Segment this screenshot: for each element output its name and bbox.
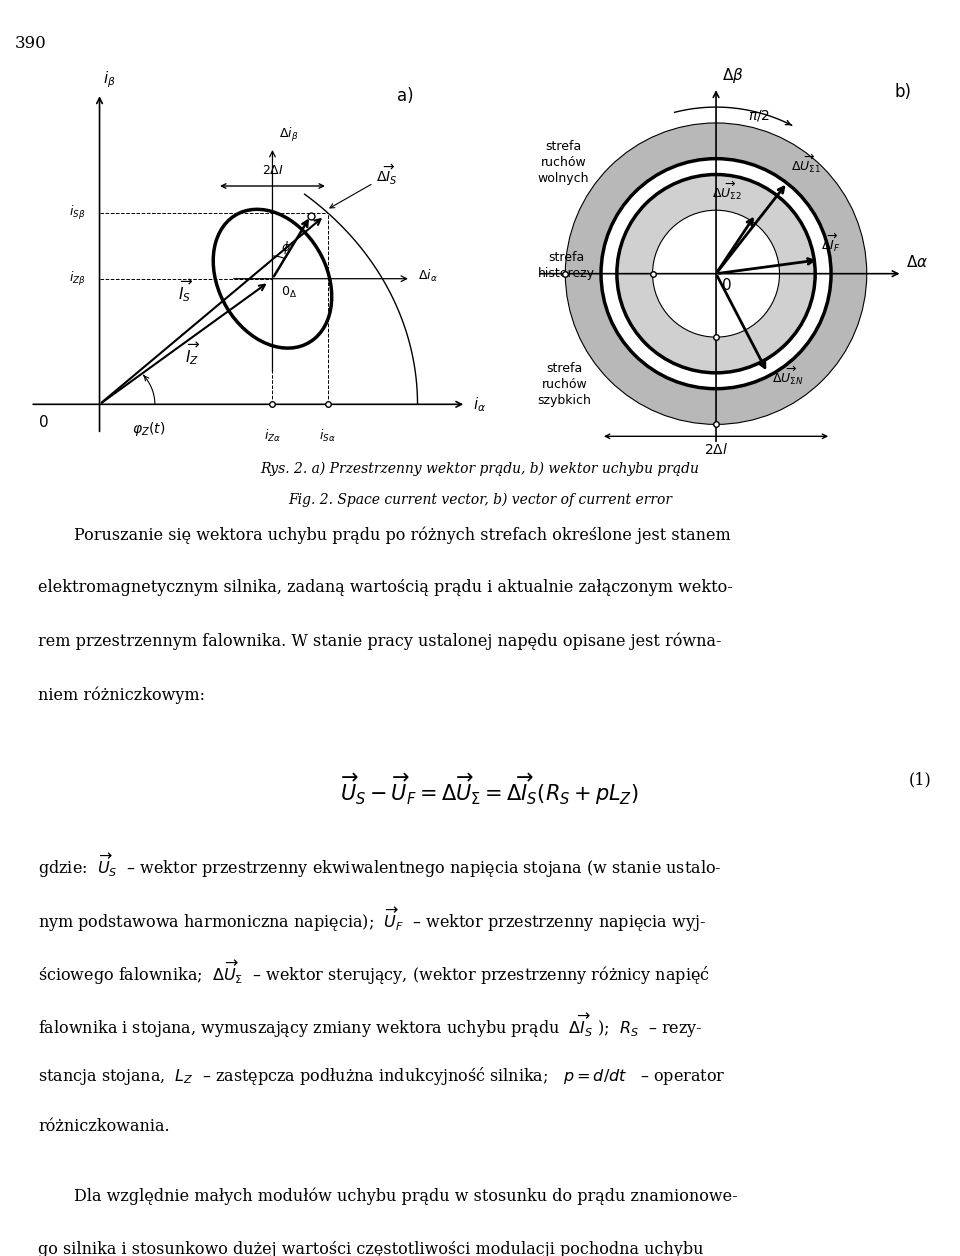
Text: $i_\beta$: $i_\beta$	[103, 70, 115, 90]
Text: różniczkowania.: różniczkowania.	[38, 1118, 170, 1135]
Text: $i_{Z\beta}$: $i_{Z\beta}$	[69, 270, 85, 288]
Text: Rys. 2. a) Przestrzenny wektor prądu, b) wektor uchybu prądu: Rys. 2. a) Przestrzenny wektor prądu, b)…	[260, 462, 700, 476]
Text: $\overrightarrow{\Delta U_{\Sigma 2}}$: $\overrightarrow{\Delta U_{\Sigma 2}}$	[712, 180, 742, 202]
Circle shape	[617, 175, 815, 373]
Text: niem różniczkowym:: niem różniczkowym:	[38, 686, 205, 703]
Text: Fig. 2. Space current vector, b) vector of current error: Fig. 2. Space current vector, b) vector …	[288, 492, 672, 507]
Text: nym podstawowa harmoniczna napięcia);  $\overrightarrow{U}_F$  – wektor przestrz: nym podstawowa harmoniczna napięcia); $\…	[38, 904, 707, 933]
Text: $\overrightarrow{\Delta U_{\Sigma 1}}$: $\overrightarrow{\Delta U_{\Sigma 1}}$	[791, 152, 822, 175]
Text: $\Delta i_\alpha$: $\Delta i_\alpha$	[418, 268, 438, 284]
Text: $\overrightarrow{I_Z}$: $\overrightarrow{I_Z}$	[185, 340, 201, 367]
Text: 390: 390	[14, 35, 46, 53]
Text: $\overrightarrow{\Delta I_S}$: $\overrightarrow{\Delta I_S}$	[330, 163, 397, 208]
Text: a): a)	[397, 88, 414, 106]
Circle shape	[565, 123, 867, 425]
Text: Dla względnie małych modułów uchybu prądu w stosunku do prądu znamionowe-: Dla względnie małych modułów uchybu prąd…	[75, 1188, 738, 1206]
Text: stancja stojana,  $L_Z$  – zastępcza podłużna indukcyjność silnika;   $p = d/dt$: stancja stojana, $L_Z$ – zastępcza podłu…	[38, 1065, 726, 1086]
Text: $0_\Delta$: $0_\Delta$	[280, 285, 297, 300]
Text: go silnika i stosunkowo dużej wartości częstotliwości modulacji pochodna uchybu: go silnika i stosunkowo dużej wartości c…	[38, 1241, 704, 1256]
Text: $\overrightarrow{I_S}$: $\overrightarrow{I_S}$	[179, 278, 194, 304]
Text: falownika i stojana, wymuszający zmiany wektora uchybu prądu  $\Delta\overrighta: falownika i stojana, wymuszający zmiany …	[38, 1011, 703, 1040]
Circle shape	[653, 210, 780, 337]
Text: $2\Delta l$: $2\Delta l$	[704, 442, 728, 457]
Text: rem przestrzennym falownika. W stanie pracy ustalonej napędu opisane jest równa-: rem przestrzennym falownika. W stanie pr…	[38, 633, 722, 651]
Text: b): b)	[895, 83, 911, 102]
Text: strefa
ruchów
szybkich: strefa ruchów szybkich	[538, 362, 591, 407]
Text: strefa
histerezy: strefa histerezy	[538, 251, 594, 280]
Text: $i_{S\beta}$: $i_{S\beta}$	[69, 203, 85, 222]
Text: $\overrightarrow{\Delta I_F}$: $\overrightarrow{\Delta I_F}$	[821, 231, 841, 254]
Text: strefa
ruchów
wolnych: strefa ruchów wolnych	[538, 141, 589, 185]
Text: $i_\alpha$: $i_\alpha$	[473, 394, 486, 413]
Circle shape	[601, 158, 831, 388]
Text: $\pi/2$: $\pi/2$	[748, 108, 770, 123]
Text: Poruszanie się wektora uchybu prądu po różnych strefach określone jest stanem: Poruszanie się wektora uchybu prądu po r…	[75, 526, 732, 544]
Text: (1): (1)	[909, 771, 932, 789]
Text: 0: 0	[722, 278, 732, 293]
Text: 0: 0	[39, 414, 49, 430]
Text: $\Delta\alpha$: $\Delta\alpha$	[906, 254, 928, 270]
Text: $\Delta\beta$: $\Delta\beta$	[722, 67, 744, 85]
Text: $\varphi_Z(t)$: $\varphi_Z(t)$	[132, 420, 165, 437]
Text: $\phi$: $\phi$	[280, 239, 291, 256]
Text: $\overrightarrow{U}_S - \overrightarrow{U}_F = \Delta\overrightarrow{U}_{\Sigma}: $\overrightarrow{U}_S - \overrightarrow{…	[340, 771, 639, 808]
Text: ściowego falownika;  $\Delta\overrightarrow{U}_{\Sigma}$  – wektor sterujący, (w: ściowego falownika; $\Delta\overrightarr…	[38, 958, 710, 987]
Text: $\Delta i_\beta$: $\Delta i_\beta$	[279, 126, 299, 144]
Text: gdzie:  $\overrightarrow{U}_S$  – wektor przestrzenny ekwiwalentnego napięcia st: gdzie: $\overrightarrow{U}_S$ – wektor p…	[38, 852, 722, 880]
Text: $\overrightarrow{\Delta U_{\Sigma N}}$: $\overrightarrow{\Delta U_{\Sigma N}}$	[772, 365, 804, 387]
Text: $i_{Z\alpha}$: $i_{Z\alpha}$	[264, 428, 281, 445]
Text: $i_{S\alpha}$: $i_{S\alpha}$	[320, 428, 336, 445]
Text: $2\Delta I$: $2\Delta I$	[261, 165, 283, 177]
Text: elektromagnetycznym silnika, zadaną wartością prądu i aktualnie załączonym wekto: elektromagnetycznym silnika, zadaną wart…	[38, 579, 733, 597]
